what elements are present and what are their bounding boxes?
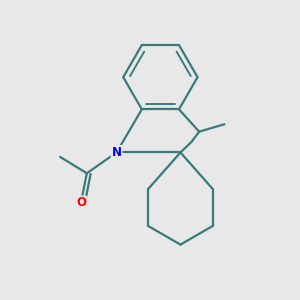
Text: O: O [76,196,86,209]
Text: N: N [112,146,122,159]
